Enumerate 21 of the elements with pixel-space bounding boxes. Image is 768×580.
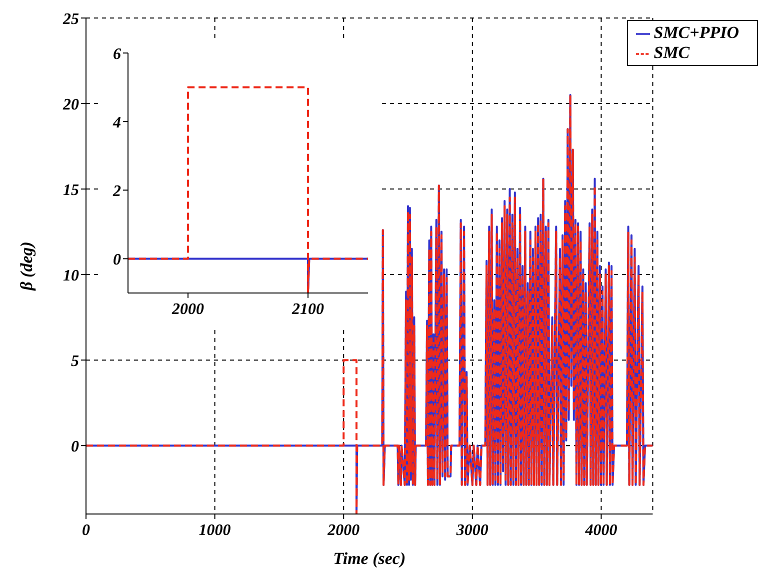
x-axis-title: Time (sec) — [333, 549, 406, 568]
y-axis-title: β (deg) — [17, 242, 36, 292]
y-tick-label: 0 — [71, 438, 79, 456]
y-tick-label: 20 — [62, 96, 79, 114]
y-tick-label: 6 — [113, 46, 121, 63]
y-tick-label: 15 — [63, 182, 79, 200]
x-tick-label: 4000 — [584, 522, 618, 539]
y-tick-label: 25 — [62, 11, 79, 28]
x-tick-label: 3000 — [455, 522, 488, 539]
x-tick-label: 1000 — [198, 522, 231, 539]
legend-label: SMC+PPIO — [654, 23, 739, 42]
y-tick-label: 4 — [112, 114, 121, 132]
y-tick-label: 5 — [71, 353, 79, 370]
x-tick-label: 2100 — [291, 301, 324, 318]
y-tick-label: 10 — [63, 268, 79, 285]
x-tick-label: 2000 — [171, 301, 204, 318]
x-tick-label: 2000 — [326, 522, 360, 539]
legend-label: SMC — [654, 43, 690, 62]
x-tick-label: 0 — [82, 522, 90, 539]
y-tick-label: 0 — [113, 252, 121, 269]
y-tick-label: 2 — [112, 183, 121, 200]
